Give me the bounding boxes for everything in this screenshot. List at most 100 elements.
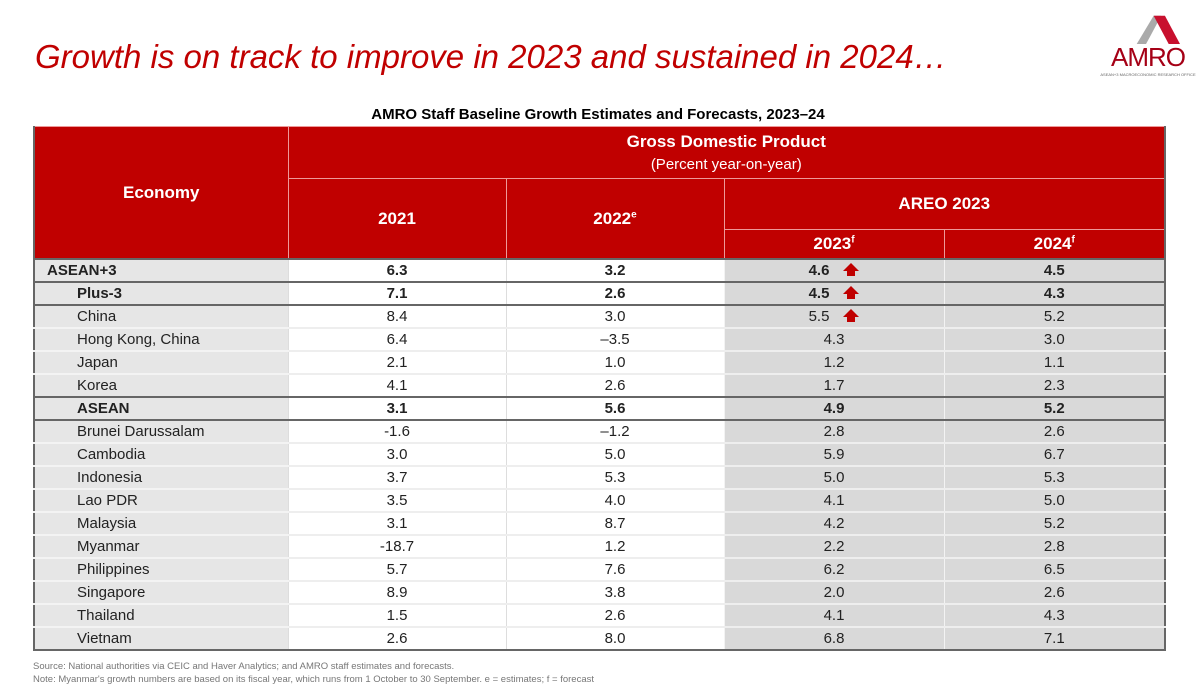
- value-2024: 6.5: [943, 557, 1166, 581]
- table-row: Singapore 8.9 3.8 2.0 2.6: [34, 580, 1166, 604]
- logo-text: AMRO: [1111, 42, 1186, 72]
- value-2022: 5.0: [505, 442, 724, 466]
- value-2024: 5.2: [943, 396, 1166, 420]
- myanmar-note: Note: Myanmar's growth numbers are based…: [33, 674, 594, 685]
- cell-2023: 6.2: [723, 557, 944, 581]
- logo-mark-icon: [1136, 15, 1180, 44]
- value-2023: 5.5: [808, 308, 830, 325]
- table-row: Cambodia 3.0 5.0 5.9 6.7: [34, 442, 1166, 466]
- cell-2023: 4.1: [723, 488, 944, 512]
- value-2024: 6.7: [943, 442, 1166, 466]
- cell-2023: 6.8: [723, 626, 944, 651]
- cell-2023: 1.2: [723, 350, 944, 374]
- areo-header: AREO 2023: [723, 178, 1166, 230]
- cell-2023: 4.6: [723, 258, 944, 282]
- value-2021: 3.1: [287, 511, 506, 535]
- value-2024: 5.3: [943, 465, 1166, 489]
- value-2023: 6.2: [823, 561, 845, 578]
- value-2023: 4.5: [808, 285, 830, 302]
- value-2022: 1.0: [505, 350, 724, 374]
- value-2024: 5.2: [943, 304, 1166, 328]
- value-2022: 8.7: [505, 511, 724, 535]
- estimate-sup: e: [631, 208, 637, 220]
- red-up-arrow-icon: [843, 309, 860, 323]
- economy-name: Plus-3: [34, 281, 288, 305]
- economy-name: Vietnam: [34, 626, 288, 651]
- value-2021: -1.6: [287, 419, 506, 443]
- value-2024: 3.0: [943, 327, 1166, 351]
- cell-2023: 5.0: [723, 465, 944, 489]
- value-2023: 6.8: [823, 630, 845, 647]
- economy-name: Philippines: [34, 557, 288, 581]
- value-2023: 2.2: [823, 538, 845, 555]
- economy-name: Malaysia: [34, 511, 288, 535]
- cell-2023: 5.5: [723, 304, 944, 328]
- col-2022-header: 2022e: [505, 178, 725, 260]
- value-2021: 3.1: [287, 396, 506, 420]
- cell-2023: 4.2: [723, 511, 944, 535]
- economy-name: ASEAN: [34, 396, 288, 420]
- cell-2023: 5.9: [723, 442, 944, 466]
- value-2022: 4.0: [505, 488, 724, 512]
- value-2021: 2.6: [287, 626, 506, 651]
- value-2022: 5.6: [505, 396, 724, 420]
- table-row: Korea 4.1 2.6 1.7 2.3: [34, 373, 1166, 397]
- economy-name: Korea: [34, 373, 288, 397]
- footnotes: Source: National authorities via CEIC an…: [33, 660, 594, 686]
- value-2022: –1.2: [505, 419, 724, 443]
- cell-2023: 4.9: [723, 396, 944, 420]
- table-row: ASEAN+3 6.3 3.2 4.6 4.5: [34, 258, 1166, 282]
- table-row: Plus-3 7.1 2.6 4.5 4.3: [34, 281, 1166, 305]
- gdp-subtitle: (Percent year-on-year): [650, 155, 802, 173]
- table-row: Japan 2.1 1.0 1.2 1.1: [34, 350, 1166, 374]
- value-2024: 4.5: [943, 258, 1166, 282]
- value-2024: 7.1: [943, 626, 1166, 651]
- value-2023: 2.8: [823, 423, 845, 440]
- value-2021: 8.9: [287, 580, 506, 604]
- value-2022: 7.6: [505, 557, 724, 581]
- cell-2023: 4.5: [723, 281, 944, 305]
- value-2021: 7.1: [287, 281, 506, 305]
- red-up-arrow-icon: [843, 286, 860, 300]
- gdp-title: Gross Domestic Product: [626, 131, 826, 151]
- value-2023: 4.9: [823, 400, 845, 417]
- value-2021: 6.4: [287, 327, 506, 351]
- source-note: Source: National authorities via CEIC an…: [33, 661, 455, 672]
- economy-name: Hong Kong, China: [34, 327, 288, 351]
- table-row: Philippines 5.7 7.6 6.2 6.5: [34, 557, 1166, 581]
- table-row: China 8.4 3.0 5.5 5.2: [34, 304, 1166, 328]
- value-2021: 3.7: [287, 465, 506, 489]
- economy-name: Thailand: [34, 603, 288, 627]
- economy-name: ASEAN+3: [34, 258, 288, 282]
- cell-2023: 4.1: [723, 603, 944, 627]
- economy-name: Cambodia: [34, 442, 288, 466]
- col-2024-header: 2024f: [943, 229, 1166, 260]
- col-2023-header: 2023f: [723, 229, 945, 260]
- forecast-sup: f: [1071, 234, 1075, 246]
- value-2023: 5.9: [823, 446, 845, 463]
- value-2021: 5.7: [287, 557, 506, 581]
- red-up-arrow-icon: [843, 263, 860, 277]
- value-2023: 1.2: [823, 354, 845, 371]
- forecast-sup: f: [851, 234, 855, 246]
- value-2021: -18.7: [287, 534, 506, 558]
- growth-table: Economy Gross Domestic Product (Percent …: [33, 126, 1167, 651]
- table-caption: AMRO Staff Baseline Growth Estimates and…: [371, 106, 825, 123]
- economy-name: China: [34, 304, 288, 328]
- value-2024: 2.8: [943, 534, 1166, 558]
- amro-logo: AMRO ASEAN+3 MACROECONOMIC RESEARCH OFFI…: [1098, 12, 1198, 78]
- value-2023: 4.1: [823, 607, 845, 624]
- value-2022: 3.2: [505, 258, 724, 282]
- value-2022: 8.0: [505, 626, 724, 651]
- value-2022: 3.0: [505, 304, 724, 328]
- value-2021: 4.1: [287, 373, 506, 397]
- table-row: Indonesia 3.7 5.3 5.0 5.3: [34, 465, 1166, 489]
- value-2021: 6.3: [287, 258, 506, 282]
- value-2021: 1.5: [287, 603, 506, 627]
- value-2024: 4.3: [943, 603, 1166, 627]
- value-2024: 5.2: [943, 511, 1166, 535]
- value-2024: 4.3: [943, 281, 1166, 305]
- col-2023-label: 2023: [813, 234, 852, 253]
- economy-name: Indonesia: [34, 465, 288, 489]
